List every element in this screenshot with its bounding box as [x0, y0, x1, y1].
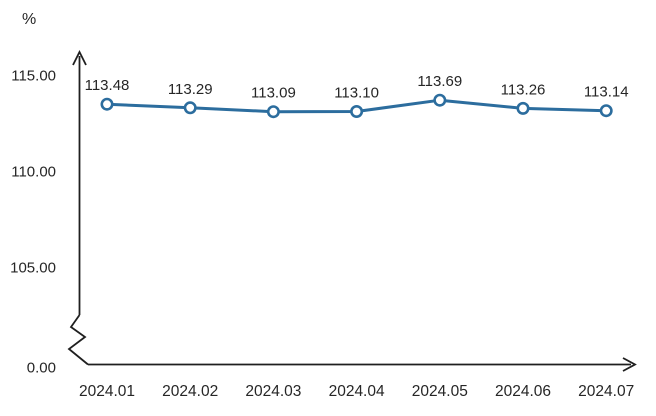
y-axis — [67, 49, 89, 366]
data-point-label: 113.48 — [85, 77, 130, 94]
y-axis-tick-labels: 115.00 110.00 105.00 0.00 — [10, 68, 56, 377]
data-point-marker — [350, 105, 364, 119]
data-point-marker — [433, 93, 447, 107]
data-point-label: 113.09 — [251, 85, 296, 102]
data-series-markers — [100, 93, 613, 119]
y-axis-unit-label: % — [22, 11, 36, 28]
data-point-label: 113.14 — [584, 84, 629, 101]
y-axis-arrow-icon — [72, 49, 87, 66]
data-point-marker — [100, 97, 114, 111]
x-tick-label: 2024.06 — [495, 383, 551, 400]
x-tick-label: 2024.07 — [578, 383, 634, 400]
data-point-labels: 113.48 113.29 113.09 113.10 113.69 113.26 113.… — [85, 73, 629, 102]
x-tick-label: 2024.03 — [245, 383, 301, 400]
x-axis — [88, 357, 637, 372]
data-point-marker — [266, 105, 280, 119]
x-axis-tick-labels: 2024.01 2024.02 2024.03 2024.04 2024.05 2024.… — [79, 383, 634, 400]
data-point-label: 113.10 — [334, 85, 379, 102]
y-axis-break-icon — [67, 314, 89, 366]
data-point-marker — [516, 101, 530, 115]
x-axis-arrow-icon — [622, 357, 637, 372]
y-tick-label: 115.00 — [11, 68, 56, 85]
x-tick-label: 2024.02 — [162, 383, 218, 400]
x-tick-label: 2024.04 — [329, 383, 385, 400]
data-point-label: 113.26 — [501, 81, 546, 98]
y-tick-label: 0.00 — [27, 360, 56, 377]
data-point-marker — [599, 104, 613, 118]
x-tick-label: 2024.01 — [79, 383, 135, 400]
x-tick-label: 2024.05 — [412, 383, 468, 400]
y-tick-label: 110.00 — [11, 164, 56, 181]
data-point-label: 113.29 — [168, 81, 213, 98]
data-point-label: 113.69 — [417, 73, 462, 90]
data-point-marker — [183, 101, 197, 115]
y-tick-label: 105.00 — [10, 260, 56, 277]
